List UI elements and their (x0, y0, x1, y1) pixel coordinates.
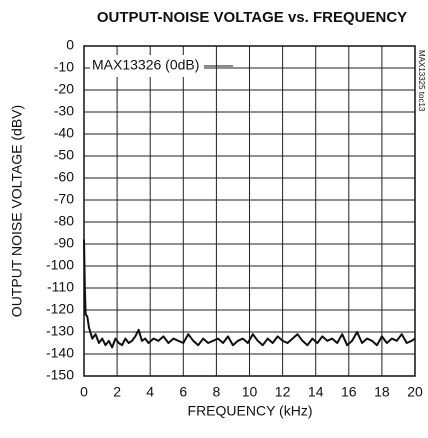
y-tick-label: -150 (46, 367, 74, 383)
side-note: MAX13325 toc13 (417, 50, 426, 112)
chart-title: OUTPUT-NOISE VOLTAGE vs. FREQUENCY (97, 9, 407, 26)
y-tick-label: -20 (54, 81, 74, 97)
x-tick-label: 2 (113, 384, 121, 400)
annotation-box (90, 55, 204, 77)
x-axis-label: FREQUENCY (kHz) (188, 403, 313, 419)
x-tick-label: 4 (146, 384, 154, 400)
y-tick-label: -50 (54, 147, 74, 163)
x-tick-label: 10 (242, 384, 258, 400)
y-tick-label: -110 (47, 279, 74, 295)
y-tick-label: -30 (54, 103, 74, 119)
x-tick-label: 18 (374, 384, 390, 400)
noise-line (83, 239, 416, 349)
y-tick-label: -70 (54, 191, 74, 207)
y-tick-label: -120 (46, 301, 74, 317)
x-tick-label: 14 (308, 384, 324, 400)
plot-data (83, 239, 416, 349)
x-tick-label: 8 (213, 384, 221, 400)
x-tick-label: 12 (275, 384, 291, 400)
y-tick-label: -100 (46, 257, 74, 273)
y-tick-label: -90 (54, 235, 74, 251)
x-tick-label: 20 (407, 384, 423, 400)
x-tick-label: 6 (179, 384, 187, 400)
y-tick-label: 0 (66, 37, 74, 53)
plot-frame (83, 45, 416, 377)
y-tick-label: -130 (46, 323, 74, 339)
y-axis-label: OUTPUT NOISE VOLTAGE (dBV) (9, 105, 25, 317)
x-tick-label: 16 (341, 384, 357, 400)
y-tick-label: -140 (46, 345, 74, 361)
y-tick-label: -80 (54, 213, 74, 229)
annotation: MAX13326 (0dB) (92, 57, 199, 73)
x-tick-label: 0 (80, 384, 88, 400)
grid (83, 45, 416, 377)
y-tick-label: -40 (54, 125, 74, 141)
y-tick-label: -10 (54, 59, 74, 75)
y-tick-label: -60 (54, 169, 74, 185)
